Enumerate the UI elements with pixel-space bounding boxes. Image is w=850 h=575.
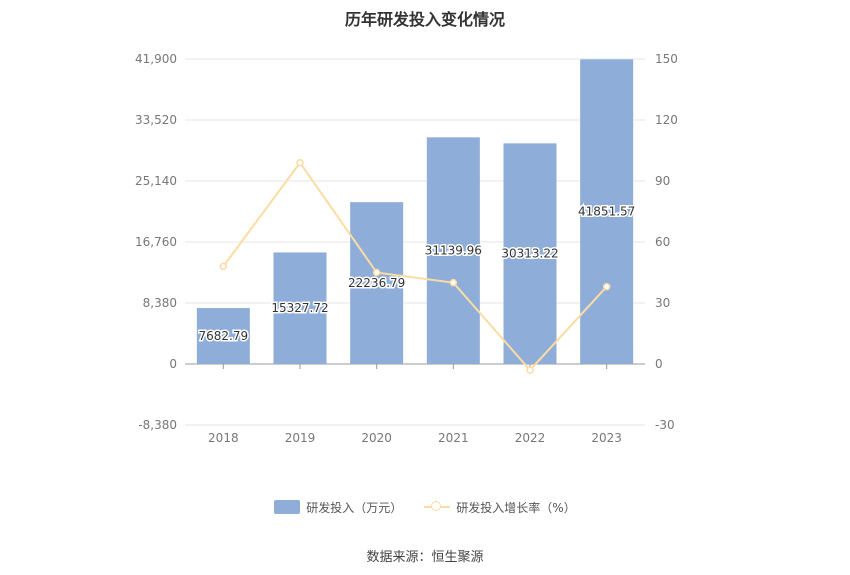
y-left-tick-label: 41,900 — [135, 52, 177, 66]
growth-point — [602, 282, 611, 291]
growth-point — [526, 366, 534, 374]
legend-label-rd-investment: 研发投入（万元） — [306, 500, 403, 515]
y-right-tick-label: 0 — [655, 357, 663, 371]
bar-value-label: 15327.72 — [271, 301, 328, 315]
legend-bar-swatch — [274, 500, 301, 514]
growth-point — [372, 268, 381, 277]
bar — [196, 308, 250, 364]
growth-point — [219, 262, 228, 271]
bar — [273, 252, 327, 364]
y-left-tick-label: -8,380 — [138, 418, 177, 432]
bar-value-label: 41851.57 — [578, 205, 635, 219]
bar — [350, 202, 404, 364]
bar-value-label: 22236.79 — [348, 276, 405, 290]
y-right-tick-label: 30 — [655, 296, 670, 310]
y-left-tick-label: 16,760 — [135, 235, 177, 249]
legend-item-rd-investment[interactable]: 研发投入（万元） — [274, 499, 402, 516]
bar-value-label: 30313.22 — [501, 247, 558, 261]
bar — [426, 137, 480, 364]
bar-value-label: 31139.96 — [425, 244, 482, 258]
x-tick-label: 2023 — [591, 431, 622, 445]
y-right-tick-label: 90 — [655, 174, 670, 188]
legend: 研发投入（万元） 研发投入增长率（%） — [0, 497, 850, 517]
growth-point — [296, 158, 304, 167]
legend-label-growth-rate: 研发投入增长率（%） — [456, 500, 576, 515]
x-tick-label: 2020 — [361, 431, 392, 445]
y-left-tick-label: 25,140 — [135, 174, 177, 188]
y-left-tick-label: 33,520 — [135, 113, 177, 127]
x-tick-label: 2018 — [208, 431, 239, 445]
y-left-tick-label: 0 — [169, 357, 177, 371]
source-note: 数据来源：恒生聚源 — [366, 550, 484, 565]
bar-value-label: 7682.79 — [199, 329, 249, 343]
legend-item-growth-rate[interactable]: 研发投入增长率（%） — [424, 499, 576, 516]
y-right-tick-label: 150 — [655, 52, 678, 66]
bar — [580, 59, 634, 364]
y-left-tick-label: 8,380 — [143, 296, 177, 310]
legend-line-swatch — [424, 500, 451, 514]
x-tick-label: 2019 — [285, 431, 316, 445]
y-right-tick-label: -30 — [655, 418, 675, 432]
growth-point — [449, 278, 458, 287]
y-right-tick-label: 60 — [655, 235, 670, 249]
chart-title: 历年研发投入变化情况 — [344, 10, 505, 29]
bar — [503, 143, 557, 364]
x-tick-label: 2021 — [438, 431, 469, 445]
x-tick-label: 2022 — [515, 431, 546, 445]
y-right-tick-label: 120 — [655, 113, 678, 127]
growth-line — [222, 160, 608, 372]
